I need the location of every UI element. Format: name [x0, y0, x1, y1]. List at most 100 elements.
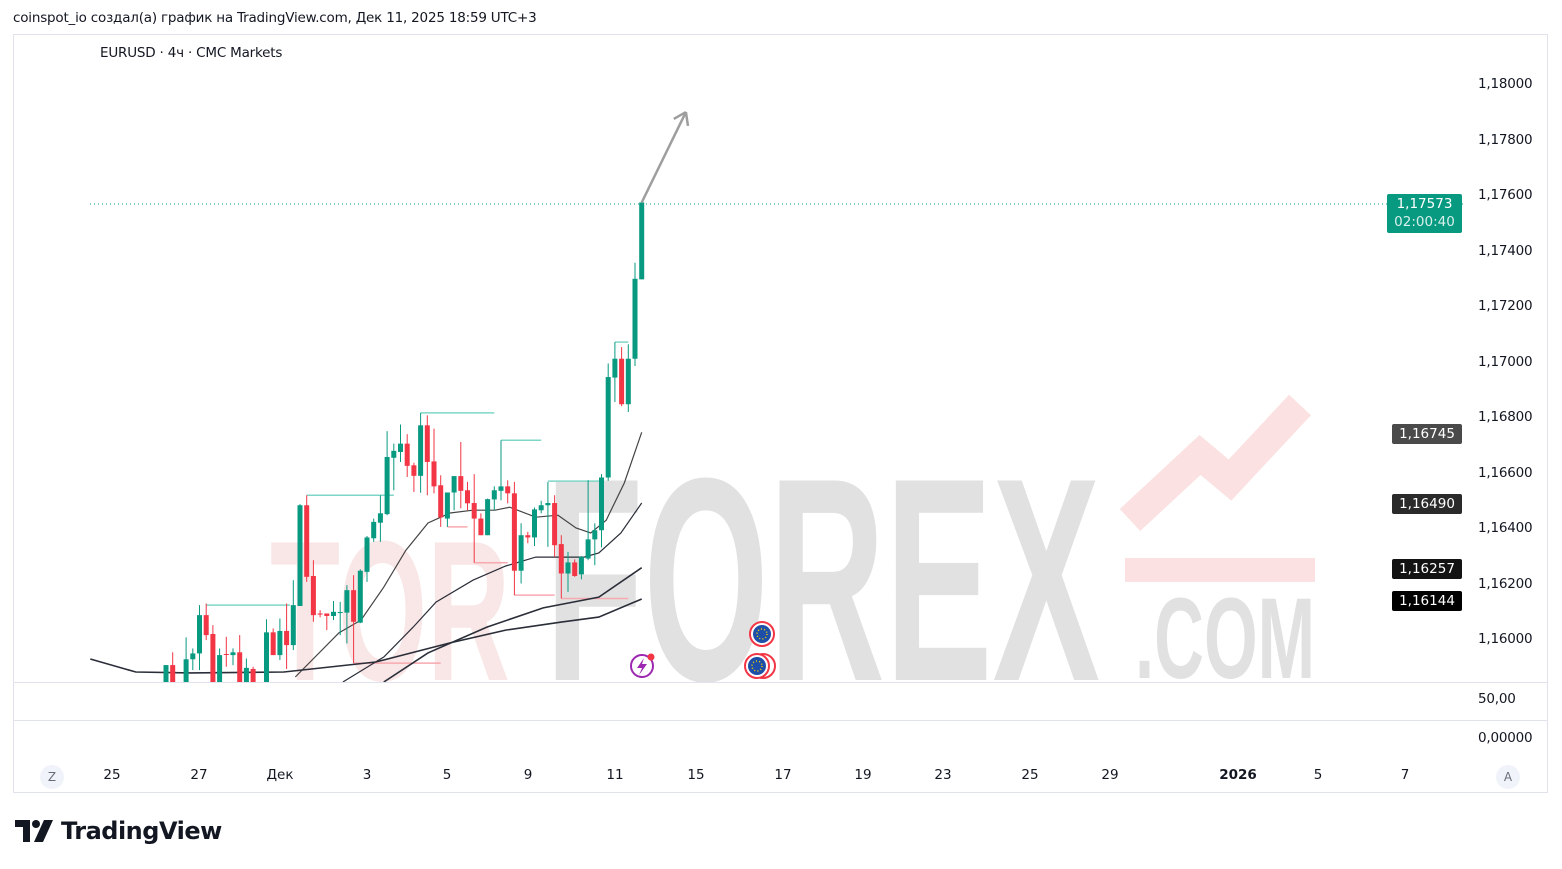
- candle-up[interactable]: [444, 492, 450, 527]
- candle-up[interactable]: [605, 363, 611, 481]
- candle-down[interactable]: [351, 575, 357, 664]
- candle-up[interactable]: [538, 500, 544, 514]
- candle-up[interactable]: [625, 344, 631, 413]
- candle-down[interactable]: [270, 628, 276, 656]
- candle-up[interactable]: [418, 412, 424, 493]
- eu-event-flag-icon-stack[interactable]: [744, 653, 776, 679]
- candle-body: [632, 278, 638, 359]
- candle-body: [424, 425, 430, 462]
- candle-down[interactable]: [431, 428, 437, 494]
- candle-down[interactable]: [284, 603, 290, 669]
- candle-up[interactable]: [243, 658, 249, 694]
- candle-up[interactable]: [277, 618, 283, 661]
- candle-down[interactable]: [411, 462, 417, 492]
- time-label: 23: [934, 767, 952, 783]
- candle-down[interactable]: [210, 625, 216, 694]
- candle-down[interactable]: [458, 441, 464, 509]
- candle-down[interactable]: [465, 481, 470, 511]
- candle-down[interactable]: [511, 481, 517, 596]
- candle-down[interactable]: [324, 613, 330, 631]
- candle-body: [351, 590, 357, 622]
- moving-average-line[interactable]: [294, 432, 643, 678]
- candle-up[interactable]: [217, 648, 223, 694]
- candle-up[interactable]: [163, 665, 169, 694]
- candle-down[interactable]: [223, 636, 229, 667]
- candle-up[interactable]: [364, 536, 370, 582]
- candle-up[interactable]: [337, 601, 343, 636]
- arrow-head: [684, 111, 690, 127]
- candle-up[interactable]: [377, 495, 383, 542]
- candle-down[interactable]: [310, 560, 316, 622]
- candle-up[interactable]: [578, 556, 584, 580]
- candle-up[interactable]: [357, 569, 363, 624]
- candle-up[interactable]: [331, 600, 336, 621]
- candle-up[interactable]: [585, 480, 591, 561]
- candle-up[interactable]: [297, 504, 303, 606]
- candle-down[interactable]: [471, 474, 477, 563]
- candle-body: [585, 539, 591, 559]
- candle-up[interactable]: [290, 580, 296, 651]
- candle-up[interactable]: [230, 648, 236, 666]
- candle-up[interactable]: [545, 481, 551, 547]
- candle-up[interactable]: [532, 507, 537, 547]
- candle-up[interactable]: [183, 637, 189, 694]
- candle-down[interactable]: [250, 666, 256, 695]
- candle-up[interactable]: [371, 518, 377, 542]
- symbol-title[interactable]: EURUSD · 4ч · CMC Markets: [100, 45, 283, 61]
- candle-down[interactable]: [237, 635, 243, 694]
- candle-down[interactable]: [572, 559, 578, 577]
- pane-divider[interactable]: [13, 682, 1548, 683]
- candle-down[interactable]: [552, 495, 558, 557]
- bar-countdown: 02:00:40: [1394, 214, 1455, 230]
- candle-body: [357, 570, 363, 623]
- candle-up[interactable]: [612, 342, 618, 403]
- candle-up[interactable]: [491, 486, 497, 511]
- timezone-button[interactable]: Z: [40, 765, 64, 789]
- candle-up[interactable]: [599, 474, 604, 548]
- candle-down[interactable]: [619, 347, 625, 407]
- moving-average-line[interactable]: [383, 567, 643, 682]
- candle-up[interactable]: [632, 262, 638, 366]
- candle-up[interactable]: [344, 585, 350, 644]
- candle-down[interactable]: [424, 415, 430, 496]
- candle-down[interactable]: [170, 652, 176, 694]
- lightning-icon[interactable]: [630, 653, 655, 678]
- last-price-value: 1,17573: [1396, 196, 1453, 212]
- candle-up[interactable]: [384, 431, 390, 516]
- candle-up[interactable]: [592, 523, 598, 566]
- moving-average-line[interactable]: [90, 598, 643, 674]
- time-label: 7: [1400, 767, 1410, 783]
- candle-up[interactable]: [451, 476, 457, 511]
- candle-up[interactable]: [485, 498, 491, 536]
- candle-body: [190, 653, 196, 660]
- candle-down[interactable]: [404, 434, 410, 477]
- candle-body: [217, 655, 223, 682]
- candle-up[interactable]: [398, 424, 403, 462]
- auto-scale-button[interactable]: A: [1496, 765, 1520, 789]
- candle-up[interactable]: [565, 551, 571, 592]
- candle-body: [498, 486, 504, 491]
- eu-event-flag-icon[interactable]: [749, 621, 775, 647]
- candle-body: [183, 659, 189, 682]
- candle-up[interactable]: [197, 605, 202, 671]
- moving-average-line[interactable]: [342, 502, 643, 682]
- trend-arrow-drawing[interactable]: [640, 110, 690, 204]
- candle-up[interactable]: [639, 202, 645, 280]
- candle-down[interactable]: [304, 495, 310, 582]
- candle-up[interactable]: [518, 523, 524, 584]
- candle-up[interactable]: [190, 648, 196, 671]
- candle-down[interactable]: [317, 610, 323, 618]
- candle-up[interactable]: [264, 619, 269, 694]
- candle-up[interactable]: [498, 440, 504, 501]
- candle-body: [471, 503, 477, 519]
- candle-down[interactable]: [525, 531, 531, 544]
- candle-up[interactable]: [391, 443, 397, 491]
- watermark-logo: TOR FOREX .COM: [270, 394, 1315, 682]
- candle-down[interactable]: [203, 603, 209, 641]
- candle-down[interactable]: [438, 475, 444, 527]
- candle-down[interactable]: [505, 480, 511, 504]
- candle-down[interactable]: [478, 513, 484, 536]
- tradingview-logo[interactable]: TradingView: [15, 817, 222, 845]
- candle-down[interactable]: [558, 535, 564, 599]
